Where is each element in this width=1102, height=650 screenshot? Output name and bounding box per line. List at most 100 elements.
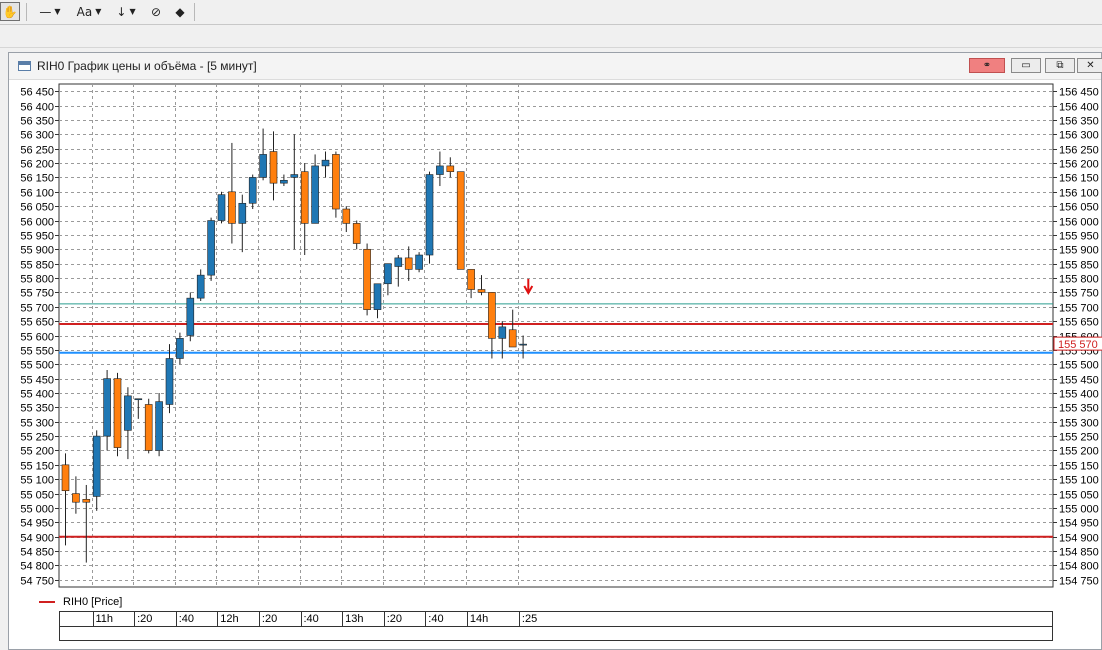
candle-body[interactable] bbox=[467, 269, 475, 290]
candle-body[interactable] bbox=[363, 248, 371, 310]
candle-body[interactable] bbox=[332, 154, 340, 210]
candle-body[interactable] bbox=[415, 254, 423, 270]
right-axis-tick-label: 155 750 bbox=[1059, 288, 1099, 300]
right-axis-tick-label: 155 100 bbox=[1059, 475, 1099, 487]
candle-body[interactable] bbox=[165, 358, 174, 405]
candle-body[interactable] bbox=[259, 154, 267, 178]
close-icon: ✕ bbox=[1086, 60, 1095, 71]
left-axis-tick-label: 55 200 bbox=[20, 446, 54, 458]
time-axis-label: :40 bbox=[303, 613, 319, 625]
time-axis-label: :40 bbox=[428, 613, 444, 625]
line-style-button[interactable]: — ▼ bbox=[34, 2, 66, 21]
candle-body[interactable] bbox=[311, 165, 319, 224]
left-axis-tick-label: 56 300 bbox=[20, 130, 54, 142]
candlestick-chart[interactable]: 56 450 156 450 56 400 156 400 56 350 156 350 5… bbox=[9, 53, 1102, 593]
candle-body[interactable] bbox=[124, 395, 132, 431]
candle-body[interactable] bbox=[217, 194, 226, 221]
right-axis-tick-label: 156 200 bbox=[1059, 159, 1099, 171]
candle-body[interactable] bbox=[61, 464, 70, 492]
left-axis-tick-label: 54 800 bbox=[20, 561, 54, 573]
candle-body[interactable] bbox=[228, 191, 236, 224]
right-axis-tick-label: 155 650 bbox=[1059, 317, 1099, 329]
candle-body[interactable] bbox=[508, 329, 517, 348]
candle-body[interactable] bbox=[196, 274, 205, 299]
candle-body[interactable] bbox=[238, 202, 247, 224]
right-axis-tick-label: 155 250 bbox=[1059, 432, 1099, 444]
left-axis-tick-label: 55 300 bbox=[20, 418, 54, 430]
left-axis-tick-label: 54 750 bbox=[20, 576, 54, 588]
link-button[interactable]: ⚭ bbox=[969, 58, 1005, 73]
hand-icon[interactable]: ✋ bbox=[0, 2, 20, 21]
left-axis-tick-label: 55 900 bbox=[20, 245, 54, 257]
left-axis-tick-label: 55 750 bbox=[20, 288, 54, 300]
candle-body[interactable] bbox=[404, 257, 413, 270]
left-axis-tick-label: 56 450 bbox=[20, 87, 54, 99]
candle-body[interactable] bbox=[92, 435, 101, 497]
candle-body[interactable] bbox=[186, 297, 195, 336]
left-axis-tick-label: 56 050 bbox=[20, 202, 54, 214]
eraser-icon[interactable]: ◆ bbox=[175, 4, 185, 19]
candle-body[interactable] bbox=[436, 165, 444, 175]
window-titlebar[interactable]: RIH0 График цены и объёма - [5 минут] ⚭ … bbox=[9, 53, 1102, 80]
window-title: RIH0 График цены и объёма - [5 минут] bbox=[37, 59, 257, 73]
candle-body[interactable] bbox=[394, 257, 403, 267]
chart-window-icon bbox=[18, 61, 31, 71]
time-tick bbox=[175, 612, 177, 626]
candle-body[interactable] bbox=[456, 171, 465, 270]
time-tick bbox=[466, 612, 468, 626]
candle-body[interactable] bbox=[103, 378, 111, 437]
candle-body[interactable] bbox=[134, 398, 143, 401]
right-axis-tick-label: 155 050 bbox=[1059, 490, 1099, 502]
left-axis-tick-label: 55 700 bbox=[20, 303, 54, 315]
candle-body[interactable] bbox=[373, 283, 382, 310]
candle-body[interactable] bbox=[290, 174, 299, 178]
right-axis-tick-label: 156 450 bbox=[1059, 87, 1099, 99]
candle-body[interactable] bbox=[352, 223, 361, 244]
candle-body[interactable] bbox=[155, 401, 163, 451]
left-axis-tick-label: 54 850 bbox=[20, 547, 54, 559]
candle-body[interactable] bbox=[321, 159, 330, 167]
candle-body[interactable] bbox=[425, 174, 434, 256]
candle-body[interactable] bbox=[300, 171, 309, 224]
left-axis-tick-label: 56 400 bbox=[20, 102, 54, 114]
candle-body[interactable] bbox=[446, 165, 455, 172]
candle-body[interactable] bbox=[519, 343, 527, 346]
right-axis-tick-label: 155 350 bbox=[1059, 403, 1099, 415]
candle-body[interactable] bbox=[280, 179, 288, 184]
candle-body[interactable] bbox=[248, 177, 257, 204]
right-axis-tick-label: 156 050 bbox=[1059, 202, 1099, 214]
candle-body[interactable] bbox=[72, 493, 80, 503]
right-axis-tick-label: 155 400 bbox=[1059, 389, 1099, 401]
plot-area[interactable] bbox=[58, 83, 1054, 588]
toolbar-separator bbox=[26, 3, 27, 21]
minimize-button[interactable]: ▭ bbox=[1011, 58, 1041, 73]
candle-body[interactable] bbox=[342, 208, 351, 224]
arrow-down-icon: ↓ bbox=[116, 4, 127, 19]
time-axis-bar[interactable]: 11h:20:40 12h:20:40 13h:20:40 14h:25 bbox=[59, 611, 1053, 641]
left-axis-tick-label: 56 200 bbox=[20, 159, 54, 171]
candle-body[interactable] bbox=[113, 378, 122, 448]
time-tick bbox=[518, 612, 520, 626]
candle-body[interactable] bbox=[207, 220, 215, 276]
close-button[interactable]: ✕ bbox=[1077, 58, 1102, 73]
time-axis-label: 11h bbox=[95, 613, 114, 625]
candle-body[interactable] bbox=[488, 292, 496, 339]
right-axis-tick-label: 155 300 bbox=[1059, 418, 1099, 430]
candle-body[interactable] bbox=[82, 499, 91, 503]
font-label: Aa bbox=[76, 4, 93, 19]
candle-body[interactable] bbox=[176, 338, 184, 359]
left-axis-tick-label: 55 400 bbox=[20, 389, 54, 401]
candle-body[interactable] bbox=[498, 326, 507, 339]
eye-slash-icon[interactable]: ⊘ bbox=[150, 4, 162, 19]
candle-body[interactable] bbox=[477, 289, 486, 293]
right-axis-tick-label: 155 900 bbox=[1059, 245, 1099, 257]
time-axis-label: :20 bbox=[137, 613, 153, 625]
maximize-button[interactable]: ⧉ bbox=[1045, 58, 1075, 73]
left-axis-tick-label: 55 350 bbox=[20, 403, 54, 415]
arrow-button[interactable]: ↓ ▼ bbox=[110, 2, 142, 21]
workspace-band bbox=[0, 25, 1102, 48]
candle-body[interactable] bbox=[384, 263, 392, 285]
font-button[interactable]: Aa ▼ bbox=[72, 2, 106, 21]
candle-body[interactable] bbox=[144, 404, 153, 451]
candle-body[interactable] bbox=[269, 151, 278, 184]
